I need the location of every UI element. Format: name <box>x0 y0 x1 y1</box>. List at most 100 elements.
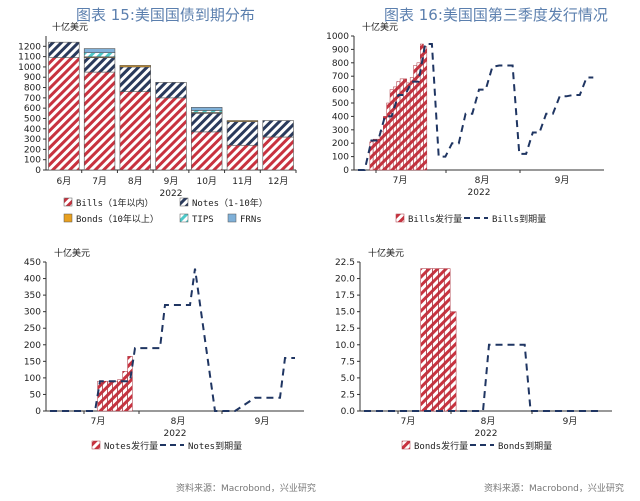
y-tick-label: 100 <box>24 156 41 166</box>
x-tick-label: 9月 <box>164 176 179 187</box>
bar-notes-6 <box>262 120 294 138</box>
y-tick-label: 200 <box>24 341 41 351</box>
issuance-bar-9 <box>399 78 404 171</box>
y-tick-label: 100 <box>332 153 349 163</box>
y-tick-label: 1000 <box>18 63 41 73</box>
y-tick-label: 700 <box>332 72 349 82</box>
bar-notes-1 <box>83 57 116 73</box>
y-tick-label: 1100 <box>18 53 41 63</box>
y-unit-label: 十亿美元 <box>52 21 88 33</box>
y-unit-label: 十亿美元 <box>368 247 404 259</box>
x-tick-label: 8月 <box>481 416 496 427</box>
issuance-bar-6 <box>389 89 394 171</box>
y-tick-label: 20.0 <box>335 275 355 285</box>
x-axis-title: 2022 <box>164 429 187 439</box>
issuance-bar-7 <box>393 86 397 171</box>
y-tick-label: 500 <box>24 114 41 124</box>
legend-swatch-frns <box>227 213 237 223</box>
x-tick-label: 6月 <box>56 176 71 187</box>
y-tick-label: 15.0 <box>335 308 355 318</box>
bar-bonds-5 <box>226 120 259 122</box>
y-tick-label: 17.5 <box>335 291 355 301</box>
x-tick-label: 7月 <box>393 175 408 186</box>
y-tick-label: 350 <box>24 291 41 301</box>
x-tick-label: 9月 <box>563 416 578 427</box>
issuance-bar-2 <box>376 138 381 171</box>
left-panel-title: 图表 15:美国国债到期分布 <box>76 6 255 24</box>
y-tick-label: 800 <box>24 84 41 94</box>
y-tick-label: 900 <box>332 45 349 55</box>
issuance-bar-12 <box>409 77 414 171</box>
y-tick-label: 500 <box>332 99 349 109</box>
bar-bills-4 <box>191 131 223 171</box>
bar-bills-1 <box>83 71 116 171</box>
issuance-bar-5 <box>122 371 128 412</box>
redemption-line <box>364 343 602 412</box>
y-tick-label: 400 <box>332 112 349 122</box>
x-tick-label: 9月 <box>555 175 570 186</box>
legend-label-redemption: Bonds到期量 <box>498 440 552 452</box>
bar-tips-4 <box>191 110 223 113</box>
issuance-bar-11 <box>406 82 411 171</box>
x-tick-label: 7月 <box>92 176 107 187</box>
y-tick-label: 300 <box>24 308 41 318</box>
y-tick-label: 250 <box>24 324 41 334</box>
bar-bills-0 <box>48 57 80 171</box>
bar-bills-5 <box>226 144 259 171</box>
issuance-bar-16 <box>423 46 428 171</box>
y-tick-label: 600 <box>24 104 41 114</box>
issuance-bar-3 <box>438 268 445 412</box>
bar-notes-4 <box>191 113 223 133</box>
x-axis-title: 2022 <box>475 429 498 439</box>
legend-label-redemption: Notes到期量 <box>188 440 242 452</box>
legend-label-notes: Notes（1-10年） <box>192 197 268 209</box>
legend-label-issuance: Bonds发行量 <box>414 440 468 452</box>
bar-bills-3 <box>155 97 187 171</box>
bar-notes-5 <box>226 121 259 146</box>
x-tick-label: 9月 <box>255 416 270 427</box>
issuance-bar-4 <box>444 268 451 412</box>
issuance-bar-4 <box>117 379 123 412</box>
left-source-note: 资料来源：Macrobond，兴业研究 <box>176 484 316 494</box>
legend-swatch-notes <box>179 197 189 207</box>
redemption-line <box>50 268 295 412</box>
x-tick-label: 11月 <box>232 176 252 187</box>
legend-swatch-issuance <box>395 213 405 223</box>
y-tick-label: 800 <box>332 59 349 69</box>
y-tick-label: 400 <box>24 125 41 135</box>
y-tick-label: 10.0 <box>335 341 355 351</box>
y-tick-label: 1000 <box>326 32 349 42</box>
x-tick-label: 7月 <box>91 416 106 427</box>
right-panel-title: 图表 16:美国国第三季度发行情况 <box>384 6 608 24</box>
issuance-bar-0 <box>369 141 374 171</box>
legend-swatch-issuance <box>401 440 411 450</box>
y-tick-label: 200 <box>332 139 349 149</box>
y-tick-label: 300 <box>332 126 349 136</box>
bar-notes-3 <box>155 82 187 99</box>
legend-label-bonds: Bonds（10年以上） <box>76 213 159 225</box>
y-unit-label: 十亿美元 <box>54 247 90 259</box>
y-tick-label: 7.5 <box>341 357 355 367</box>
issuance-bar-1 <box>102 380 108 412</box>
x-tick-label: 8月 <box>475 175 490 186</box>
y-tick-label: 12.5 <box>335 324 355 334</box>
issuance-bar-3 <box>379 130 384 171</box>
issuance-bar-3 <box>112 380 118 412</box>
y-tick-label: 0 <box>35 407 41 417</box>
legend-label-bills: Bills（1年以内） <box>76 197 154 209</box>
issuance-bar-5 <box>386 102 391 171</box>
y-tick-label: 400 <box>24 275 41 285</box>
y-tick-label: 5.0 <box>341 374 356 384</box>
legend-label-issuance: Notes发行量 <box>104 440 158 452</box>
x-tick-label: 8月 <box>171 416 186 427</box>
bar-bills-6 <box>262 136 294 171</box>
y-tick-label: 300 <box>24 135 41 145</box>
issuance-bar-10 <box>403 78 407 171</box>
issuance-bar-6 <box>127 356 133 412</box>
y-tick-label: 200 <box>24 145 41 155</box>
bar-bills-2 <box>119 91 151 171</box>
bar-frns-1 <box>83 48 116 53</box>
issuance-bar-4 <box>383 116 387 171</box>
y-tick-label: 600 <box>332 86 349 96</box>
